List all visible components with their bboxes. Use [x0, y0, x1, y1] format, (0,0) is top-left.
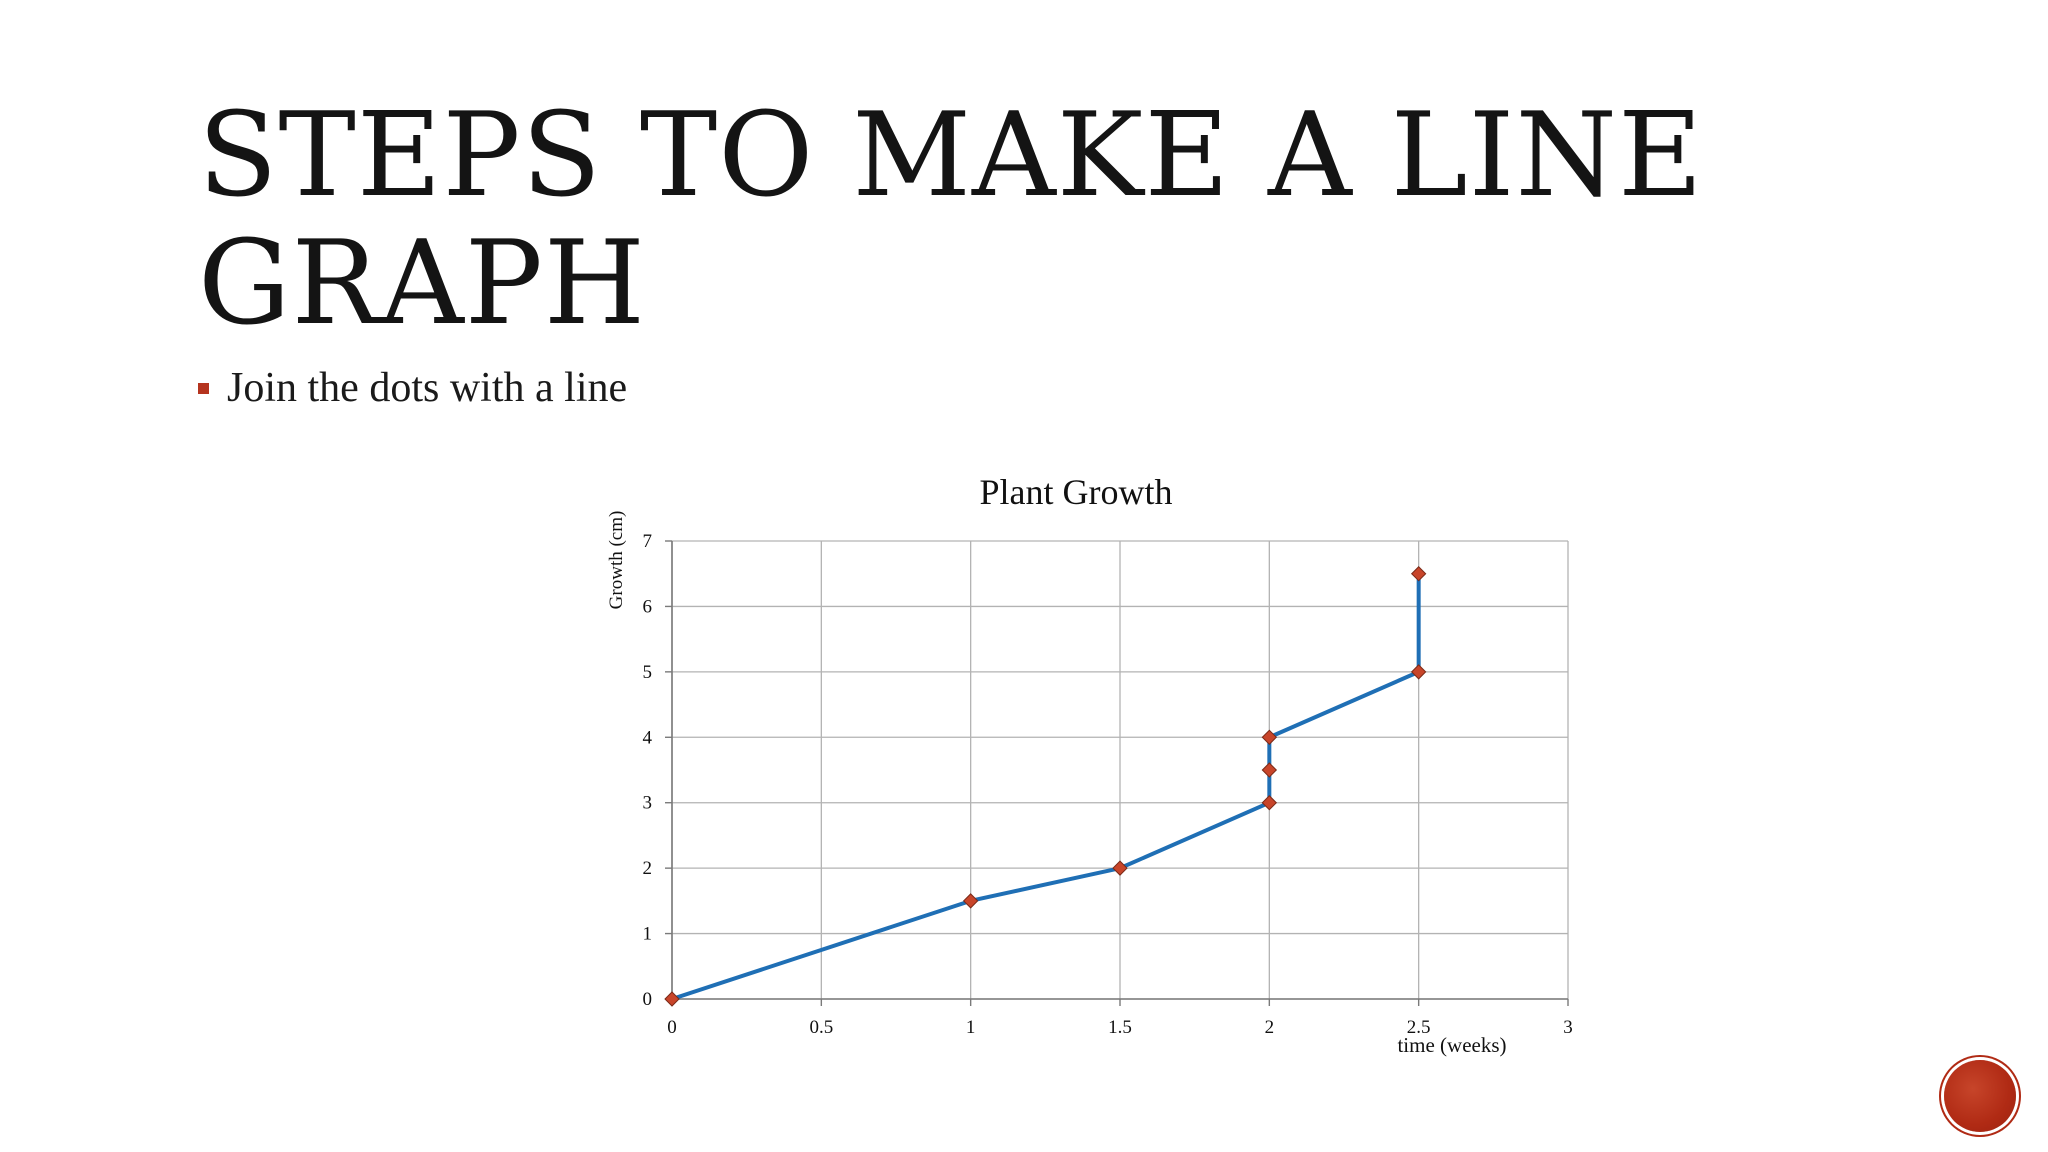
x-tick-label: 0.5	[809, 1017, 833, 1038]
data-point-marker	[1410, 664, 1427, 680]
bullet-text: Join the dots with a line	[227, 365, 628, 411]
x-tick-label: 0	[667, 1017, 677, 1038]
series-line	[670, 571, 1421, 1001]
grid-lines	[671, 540, 1569, 1000]
y-tick-label: 1	[643, 924, 653, 945]
data-point-marker	[1410, 566, 1427, 582]
next-slide-button[interactable]	[1944, 1060, 2016, 1132]
data-series	[670, 571, 1421, 1001]
y-tick-label: 2	[643, 858, 653, 879]
data-point-marker	[1261, 795, 1278, 811]
data-point-marker	[1112, 860, 1128, 876]
y-axis-label: Growth (cm)	[606, 511, 627, 610]
data-markers	[664, 566, 1427, 1007]
y-tick-label: 5	[643, 662, 653, 683]
axes	[665, 540, 1569, 1006]
y-tick-label: 0	[643, 989, 653, 1010]
data-point-marker	[664, 991, 680, 1007]
chart-title: Plant Growth	[980, 472, 1173, 512]
tick-labels: 0 0.5 1 1.5 2 2.5 3 0 1 2 3 4 5 6 7	[643, 531, 1573, 1038]
x-tick-label: 2.5	[1407, 1017, 1431, 1038]
bullet-item: Join the dots with a line	[198, 364, 627, 412]
x-tick-label: 2	[1265, 1017, 1275, 1038]
data-point-marker	[1261, 762, 1278, 778]
x-tick-label: 1.5	[1108, 1017, 1132, 1038]
chart-panel: 0 0.5 1 1.5 2 2.5 3 0 1 2 3 4 5 6 7 Plant Growth time …	[198, 440, 1778, 1152]
y-tick-label: 3	[643, 793, 653, 814]
line-chart: 0 0.5 1 1.5 2 2.5 3 0 1 2 3 4 5 6 7 Plant Growth time …	[606, 472, 1573, 1057]
data-point-marker	[1261, 729, 1278, 745]
x-tick-label: 1	[966, 1017, 976, 1038]
y-tick-label: 4	[643, 727, 653, 748]
x-tick-label: 3	[1563, 1017, 1573, 1038]
data-point-marker	[962, 893, 979, 909]
slide-title: Steps to make a line graph	[198, 88, 1704, 351]
bullet-square-icon	[198, 382, 209, 394]
y-tick-label: 6	[643, 596, 653, 617]
y-tick-label: 7	[643, 531, 653, 552]
x-axis-label: time (weeks)	[1397, 1033, 1506, 1057]
